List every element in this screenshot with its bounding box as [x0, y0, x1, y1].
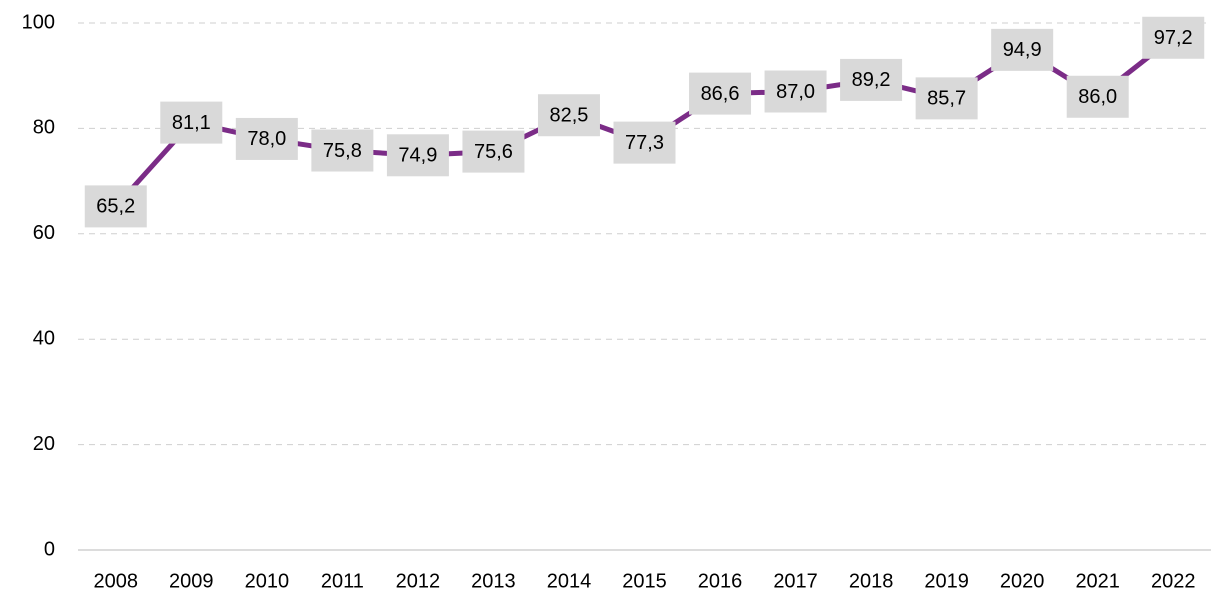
label-box [462, 130, 525, 173]
x-tick-label: 2017 [773, 570, 818, 592]
label-box [235, 117, 298, 160]
x-tick-label: 2021 [1075, 570, 1120, 592]
label-box [386, 134, 449, 177]
label-box [915, 77, 978, 120]
label-box [764, 70, 827, 113]
y-tick-label: 40 [33, 327, 55, 349]
data-label: 78,0 [247, 128, 286, 150]
data-label: 82,5 [549, 105, 588, 127]
label-box [991, 28, 1054, 71]
data-label: 75,8 [323, 140, 362, 162]
y-tick-label: 60 [33, 222, 55, 244]
data-label: 86,6 [701, 83, 740, 105]
data-label: 65,2 [96, 196, 135, 218]
data-label: 86,0 [1078, 86, 1117, 108]
x-tick-label: 2020 [1000, 570, 1045, 592]
x-tick-label: 2012 [396, 570, 441, 592]
x-tick-label: 2014 [547, 570, 592, 592]
label-box [84, 185, 147, 228]
x-tick-label: 2022 [1151, 570, 1196, 592]
label-box [689, 72, 752, 115]
data-label: 75,6 [474, 141, 513, 163]
data-label: 77,3 [625, 132, 664, 154]
label-box [1142, 16, 1205, 59]
data-label: 89,2 [852, 69, 891, 91]
label-box [537, 94, 600, 137]
x-tick-label: 2009 [169, 570, 214, 592]
data-label: 97,2 [1154, 27, 1193, 49]
x-tick-label: 2015 [622, 570, 667, 592]
label-box [840, 58, 903, 101]
data-label: 87,0 [776, 81, 815, 103]
x-tick-label: 2011 [321, 570, 364, 592]
x-tick-label: 2018 [849, 570, 894, 592]
y-tick-label: 0 [44, 538, 55, 560]
x-tick-label: 2013 [471, 570, 516, 592]
y-tick-label: 20 [33, 433, 55, 455]
label-box [1066, 75, 1129, 118]
y-tick-label: 100 [22, 11, 55, 33]
data-label: 85,7 [927, 88, 966, 110]
x-tick-label: 2010 [245, 570, 290, 592]
data-label: 81,1 [172, 112, 211, 134]
y-tick-label: 80 [33, 117, 55, 139]
data-label: 74,9 [398, 145, 437, 167]
label-box [311, 129, 374, 172]
data-label: 94,9 [1003, 39, 1042, 61]
x-tick-label: 2008 [94, 570, 139, 592]
x-tick-label: 2016 [698, 570, 743, 592]
label-box [160, 101, 223, 144]
label-box [613, 121, 676, 164]
x-tick-label: 2019 [924, 570, 969, 592]
